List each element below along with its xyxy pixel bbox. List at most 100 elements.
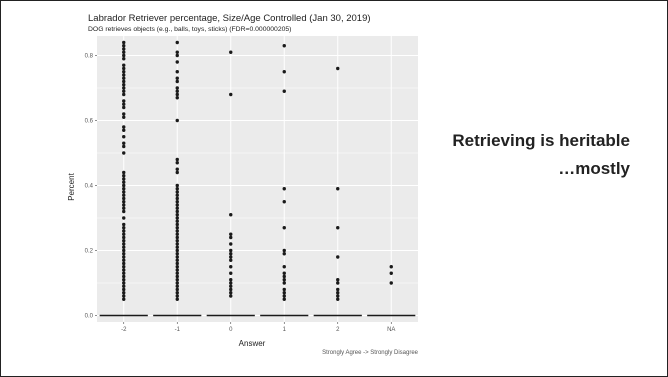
data-point xyxy=(122,144,126,149)
data-point xyxy=(336,66,340,71)
data-point xyxy=(229,248,233,253)
chart-title: Labrador Retriever percentage, Size/Age … xyxy=(88,13,371,24)
x-tick-label: -1 xyxy=(175,327,181,333)
data-point xyxy=(122,222,126,227)
data-point xyxy=(122,40,126,45)
x-tick-label: NA xyxy=(387,327,395,333)
data-point xyxy=(336,255,340,259)
y-axis-title: Percent xyxy=(67,172,76,200)
data-point xyxy=(122,151,126,155)
data-point xyxy=(122,125,126,129)
data-point xyxy=(122,239,126,243)
data-point xyxy=(175,291,179,295)
data-point xyxy=(175,70,179,74)
data-point xyxy=(175,79,179,84)
data-point xyxy=(229,278,233,282)
x-tick-label: 2 xyxy=(336,327,340,333)
data-point xyxy=(175,161,179,165)
data-point xyxy=(122,70,126,74)
data-point xyxy=(122,265,126,269)
data-point xyxy=(122,297,126,301)
data-point xyxy=(122,170,126,175)
data-point xyxy=(229,232,233,236)
chart-subtitle: DOG retrieves objects (e.g., balls, toys… xyxy=(88,26,291,33)
data-point xyxy=(229,287,233,292)
data-point xyxy=(282,278,286,282)
data-point xyxy=(229,92,233,97)
data-point xyxy=(122,268,126,272)
y-tick-label: 0.0 xyxy=(85,314,94,320)
data-point xyxy=(229,291,233,295)
data-point xyxy=(175,157,179,162)
data-point xyxy=(336,297,340,301)
data-point xyxy=(282,265,286,269)
data-point xyxy=(122,174,126,178)
data-point xyxy=(122,245,126,249)
data-point xyxy=(175,53,179,58)
callout-line-1: Retrieving is heritable xyxy=(452,131,630,150)
data-point xyxy=(282,187,286,191)
data-point xyxy=(122,183,126,188)
callout-text: Retrieving is heritable …mostly xyxy=(452,127,630,183)
data-point xyxy=(175,200,179,204)
data-point xyxy=(175,89,179,93)
data-point xyxy=(175,274,179,279)
data-point xyxy=(122,141,126,145)
x-tick-label: 0 xyxy=(229,327,233,333)
data-point xyxy=(122,180,126,184)
data-point xyxy=(175,167,179,171)
data-point xyxy=(175,235,179,240)
data-point xyxy=(175,219,179,223)
data-point xyxy=(229,281,233,285)
data-point xyxy=(122,44,126,48)
data-point xyxy=(175,278,179,282)
data-point xyxy=(122,203,126,207)
data-point xyxy=(336,278,340,282)
data-point xyxy=(122,83,126,87)
data-point xyxy=(175,271,179,275)
data-point xyxy=(175,40,179,45)
data-point xyxy=(229,255,233,259)
data-point xyxy=(229,258,233,262)
data-point xyxy=(122,63,126,67)
data-point xyxy=(336,294,340,298)
data-point xyxy=(175,183,179,188)
data-point xyxy=(175,206,179,210)
data-point xyxy=(122,57,126,61)
y-tick-label: 0.4 xyxy=(85,184,94,190)
data-point xyxy=(175,239,179,243)
data-point xyxy=(122,92,126,97)
data-point xyxy=(122,261,126,266)
data-point xyxy=(175,203,179,207)
data-point xyxy=(282,297,286,301)
data-point xyxy=(122,190,126,194)
data-point xyxy=(122,278,126,282)
data-point xyxy=(175,60,179,64)
data-point xyxy=(175,242,179,246)
data-point xyxy=(175,229,179,233)
data-point xyxy=(175,209,179,214)
data-point xyxy=(175,281,179,285)
data-point xyxy=(122,235,126,240)
data-point xyxy=(175,216,179,220)
data-point xyxy=(229,271,233,275)
data-point xyxy=(175,222,179,227)
data-point xyxy=(175,118,179,123)
data-point xyxy=(122,274,126,279)
data-point xyxy=(175,287,179,292)
data-point xyxy=(122,105,126,110)
data-point xyxy=(175,50,179,54)
data-point xyxy=(282,226,286,230)
data-point xyxy=(175,170,179,175)
data-point xyxy=(175,193,179,197)
x-tick-label: -2 xyxy=(121,327,127,333)
data-point xyxy=(336,291,340,295)
data-point xyxy=(122,193,126,197)
data-point xyxy=(122,229,126,233)
data-point xyxy=(175,255,179,259)
data-point xyxy=(122,187,126,191)
data-point xyxy=(122,66,126,71)
data-point xyxy=(175,297,179,301)
data-point xyxy=(175,248,179,253)
